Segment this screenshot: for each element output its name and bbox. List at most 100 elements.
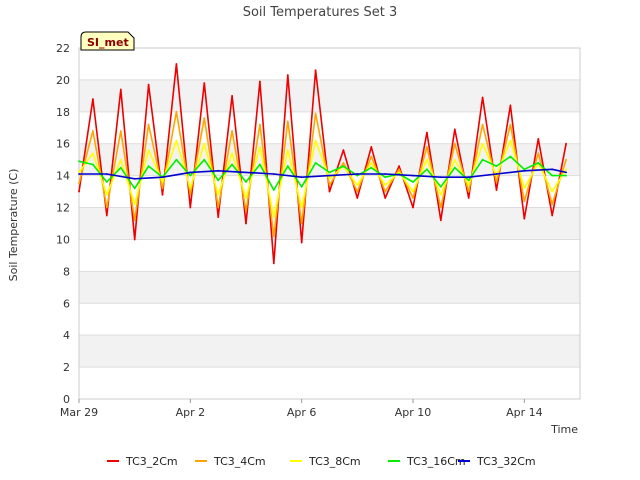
data-point-TC3_2Cm <box>384 197 387 199</box>
data-point-TC3_8Cm <box>272 216 275 219</box>
grid-band <box>79 303 580 336</box>
grid-band <box>79 367 580 399</box>
data-point-TC3_4Cm <box>119 130 122 132</box>
data-point-TC3_32Cm <box>189 171 192 174</box>
data-point-TC3_2Cm <box>300 241 303 244</box>
data-point-TC3_8Cm <box>439 193 442 196</box>
data-point-TC3_32Cm <box>412 174 414 177</box>
data-point-TC3_2Cm <box>342 149 345 152</box>
data-point-TC3_16Cm <box>523 168 526 171</box>
data-point-TC3_4Cm <box>231 130 234 132</box>
y-tick-label: 2 <box>63 361 70 374</box>
chart-title: Soil Temperatures Set 3 <box>243 5 398 20</box>
data-point-TC3_4Cm <box>551 203 554 206</box>
data-point-TC3_2Cm <box>523 217 526 220</box>
data-point-TC3_32Cm <box>523 169 526 172</box>
data-point-TC3_8Cm <box>467 184 470 187</box>
data-point-TC3_8Cm <box>161 181 164 183</box>
plot-frame <box>78 47 581 400</box>
data-point-TC3_8Cm <box>133 203 136 206</box>
legend-label-TC3_8Cm: TC3_8Cm <box>308 455 361 468</box>
data-point-TC3_16Cm <box>272 189 275 191</box>
data-point-TC3_8Cm <box>398 171 400 174</box>
data-point-TC3_8Cm <box>314 139 317 142</box>
data-point-TC3_2Cm <box>565 142 567 145</box>
data-point-TC3_4Cm <box>300 222 303 225</box>
data-point-TC3_16Cm <box>245 181 247 183</box>
data-point-TC3_16Cm <box>342 165 345 168</box>
grid-band <box>79 335 580 368</box>
data-point-TC3_16Cm <box>328 171 331 174</box>
data-point-TC3_32Cm <box>467 176 470 179</box>
data-point-TC3_8Cm <box>203 142 206 145</box>
data-point-TC3_4Cm <box>328 184 331 187</box>
data-point-TC3_4Cm <box>481 123 484 126</box>
data-point-TC3_4Cm <box>453 142 456 145</box>
data-point-TC3_2Cm <box>328 190 331 193</box>
data-point-TC3_8Cm <box>231 152 234 155</box>
data-point-TC3_16Cm <box>551 174 554 177</box>
data-point-TC3_32Cm <box>133 177 136 180</box>
data-point-TC3_16Cm <box>565 174 567 177</box>
data-point-TC3_16Cm <box>203 158 206 161</box>
data-point-TC3_8Cm <box>286 149 289 152</box>
grid-band <box>79 79 580 112</box>
plot-background-bands <box>79 47 580 400</box>
data-point-TC3_8Cm <box>356 184 359 187</box>
y-tick-label: 14 <box>56 170 70 183</box>
grid-band <box>79 271 580 304</box>
data-point-TC3_2Cm <box>272 262 275 265</box>
y-tick-label: 4 <box>63 329 70 342</box>
data-point-TC3_4Cm <box>565 158 567 161</box>
data-point-TC3_16Cm <box>537 162 540 164</box>
data-point-TC3_8Cm <box>175 139 178 142</box>
data-point-TC3_16Cm <box>439 185 442 188</box>
data-point-TC3_4Cm <box>370 155 373 158</box>
data-point-TC3_2Cm <box>147 83 150 86</box>
data-point-TC3_2Cm <box>105 214 108 217</box>
data-point-TC3_4Cm <box>203 117 206 120</box>
data-point-TC3_32Cm <box>217 169 220 172</box>
data-point-TC3_8Cm <box>92 152 94 155</box>
y-tick-label: 6 <box>63 297 70 310</box>
data-point-TC3_8Cm <box>384 184 387 187</box>
data-point-TC3_32Cm <box>245 171 247 174</box>
data-point-TC3_4Cm <box>259 123 261 126</box>
data-point-TC3_4Cm <box>523 200 526 203</box>
data-point-TC3_16Cm <box>467 179 470 182</box>
y-tick-label: 10 <box>56 233 70 246</box>
y-tick-label: 12 <box>56 202 70 215</box>
data-point-TC3_8Cm <box>328 177 331 180</box>
grid-band <box>79 48 580 80</box>
grid-band <box>79 143 580 176</box>
data-point-TC3_2Cm <box>398 165 400 168</box>
data-point-TC3_32Cm <box>439 176 442 179</box>
data-point-TC3_4Cm <box>537 152 540 155</box>
data-point-TC3_8Cm <box>119 158 122 161</box>
data-point-TC3_16Cm <box>147 165 150 168</box>
data-point-TC3_8Cm <box>426 158 428 161</box>
grid-band <box>79 239 580 272</box>
data-point-TC3_4Cm <box>245 209 247 212</box>
y-tick-label: 18 <box>56 106 70 119</box>
data-point-TC3_32Cm <box>356 173 359 175</box>
data-point-TC3_8Cm <box>481 142 484 145</box>
data-point-TC3_2Cm <box>509 104 512 107</box>
x-tick-label: Apr 14 <box>506 406 543 419</box>
data-point-TC3_16Cm <box>217 179 220 182</box>
data-point-TC3_16Cm <box>481 158 484 161</box>
data-point-TC3_4Cm <box>384 190 387 193</box>
y-axis-label: Soil Temperature (C) <box>7 169 20 282</box>
y-tick-label: 0 <box>63 393 70 406</box>
data-point-TC3_4Cm <box>426 146 428 148</box>
data-point-TC3_4Cm <box>189 193 192 196</box>
series-line-TC3_16Cm <box>78 155 567 191</box>
series-layer <box>78 63 567 265</box>
data-point-TC3_2Cm <box>495 189 498 191</box>
data-point-TC3_8Cm <box>495 174 498 177</box>
data-point-TC3_4Cm <box>175 110 178 113</box>
data-point-TC3_2Cm <box>412 206 414 209</box>
data-point-TC3_16Cm <box>259 163 261 166</box>
data-point-TC3_2Cm <box>481 96 484 99</box>
data-point-TC3_4Cm <box>412 197 414 199</box>
